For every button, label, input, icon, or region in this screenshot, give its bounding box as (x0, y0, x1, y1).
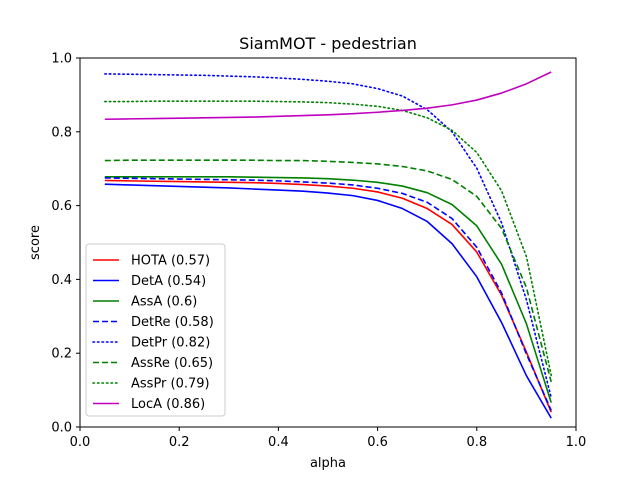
x-tick-label: 0.8 (466, 435, 487, 450)
y-tick-label: 0.4 (51, 273, 72, 288)
legend-label: AssA (0.6) (131, 295, 197, 310)
y-tick-label: 0.0 (51, 421, 72, 436)
legend-label: DetRe (0.58) (131, 315, 214, 330)
x-axis: 0.0 0.2 0.4 0.6 0.8 1.0 (70, 427, 587, 450)
plot-frame (79, 57, 577, 428)
x-tick-label: 0.2 (169, 435, 190, 450)
y-axis: 0.0 0.2 0.4 0.6 0.8 1.0 (51, 52, 80, 436)
y-axis-label: score (28, 225, 43, 260)
series-line-2 (104, 176, 552, 403)
plot-lines (104, 71, 553, 419)
series-line-0 (104, 179, 552, 413)
series-line-3 (104, 177, 552, 411)
y-tick-label: 0.2 (51, 347, 72, 362)
series-line-1 (104, 183, 552, 419)
legend-box (85, 243, 226, 417)
legend-label: LocA (0.86) (131, 397, 205, 412)
legend-label: AssPr (0.79) (131, 377, 210, 392)
chart-title: SiamMOT - pedestrian (239, 34, 417, 53)
legend-label: DetPr (0.82) (131, 336, 210, 351)
y-tick-label: 1.0 (51, 52, 72, 67)
x-tick-label: 1.0 (566, 435, 587, 450)
legend-label: AssRe (0.65) (131, 356, 213, 371)
x-axis-label: alpha (310, 456, 346, 471)
x-tick-label: 0.4 (268, 435, 289, 450)
legend: HOTA (0.57) DetA (0.54) AssA (0.6) DetRe (0… (85, 243, 226, 417)
series-line-4 (104, 73, 553, 399)
legend-label: DetA (0.54) (131, 274, 206, 289)
series-line-7 (104, 71, 552, 121)
legend-label: HOTA (0.57) (131, 254, 210, 269)
x-tick-label: 0.6 (367, 435, 388, 450)
y-tick-label: 0.8 (51, 125, 72, 140)
x-tick-label: 0.0 (70, 435, 91, 450)
y-tick-label: 0.6 (51, 199, 72, 214)
series-line-5 (104, 159, 552, 383)
